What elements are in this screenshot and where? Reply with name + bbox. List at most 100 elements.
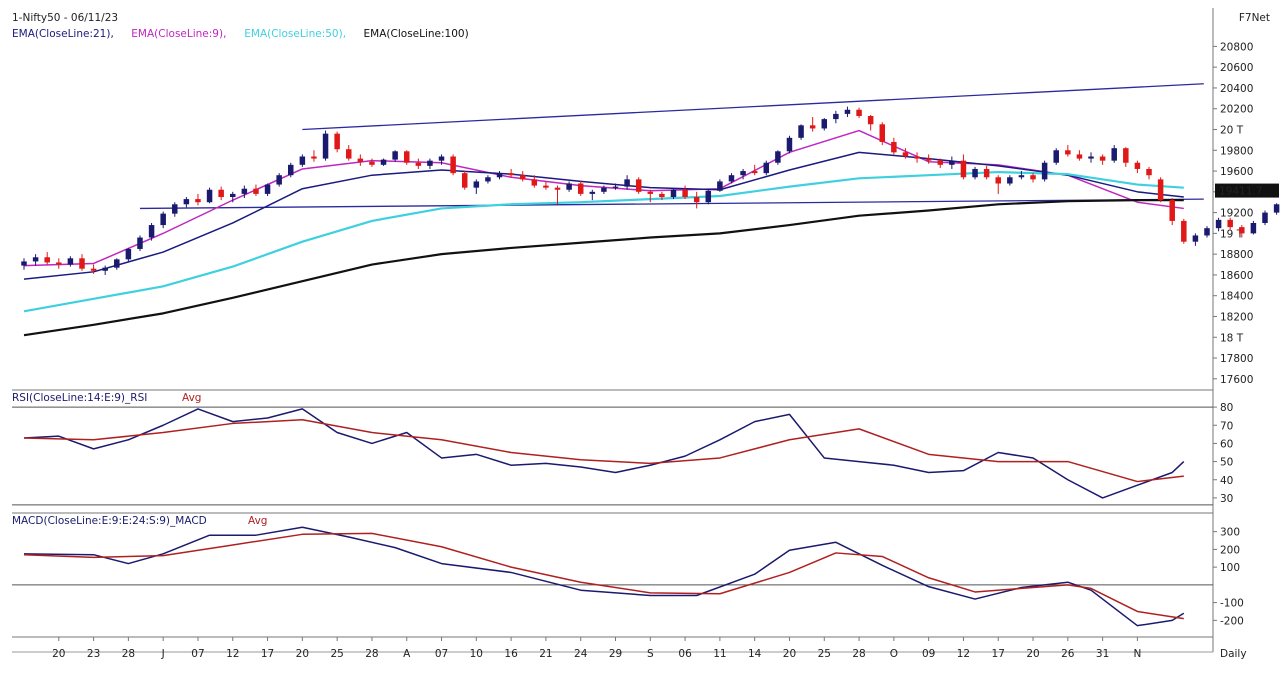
candle	[612, 183, 619, 190]
candle	[1041, 160, 1048, 182]
candle-body	[554, 187, 561, 190]
candle	[682, 185, 688, 200]
candle	[1076, 150, 1083, 161]
candle-body	[276, 175, 282, 185]
candle	[798, 124, 804, 140]
candle-body	[566, 183, 572, 190]
x-tick-label: 09	[922, 648, 935, 660]
candle	[44, 252, 50, 265]
candle-body	[902, 152, 909, 157]
candle	[311, 150, 317, 162]
rsi-y-tick-label: 80	[1220, 402, 1233, 414]
candle	[1111, 145, 1117, 163]
candle	[125, 247, 132, 262]
x-tick-label: 07	[435, 648, 448, 660]
x-tick-label: 20	[52, 648, 65, 660]
price-y-tick-label: 17800	[1220, 353, 1253, 365]
candle	[1065, 145, 1071, 157]
candle-body	[1134, 162, 1141, 169]
x-tick-label: 11	[713, 648, 726, 660]
candle	[1227, 217, 1233, 230]
candle	[763, 160, 770, 176]
candle	[380, 158, 387, 166]
rsi-y-tick-label: 60	[1220, 438, 1233, 450]
price-y-tick-label: 19 T	[1220, 228, 1244, 240]
rsi-line	[23, 408, 1185, 499]
candle-body	[1053, 150, 1059, 163]
candle-body	[90, 268, 97, 271]
candle	[369, 158, 375, 167]
candle	[137, 235, 143, 252]
candle	[728, 173, 735, 184]
candle	[79, 254, 85, 271]
candle	[1134, 160, 1141, 174]
candle-body	[473, 181, 480, 188]
candle	[90, 264, 97, 274]
candle-body	[79, 258, 85, 269]
candle-body	[1169, 200, 1175, 221]
candle	[1030, 173, 1036, 183]
price-y-tick-label: 18800	[1220, 249, 1253, 261]
brand-label: F7Net	[1239, 12, 1270, 24]
x-tick-label: J	[161, 648, 165, 660]
macd-title-main: MACD(CloseLine:E:9:E:24:S:9)_MACD	[12, 515, 207, 527]
candle-body	[647, 191, 654, 194]
candle-body	[925, 158, 932, 161]
candle-body	[311, 156, 317, 159]
candle	[972, 166, 978, 180]
candle-body	[345, 149, 352, 159]
candle	[891, 137, 897, 155]
candle	[403, 150, 410, 165]
candle	[195, 193, 201, 206]
candle	[995, 175, 1001, 194]
candle-body	[44, 257, 50, 263]
candle-body	[1076, 154, 1083, 159]
candle-body	[299, 156, 306, 165]
candle-body	[1215, 219, 1222, 229]
candle-body	[856, 109, 862, 116]
last-price-tag: 19411.7	[1215, 183, 1279, 198]
candle	[334, 131, 340, 153]
x-tick-label: 20	[783, 648, 796, 660]
x-tick-label: 20	[296, 648, 309, 660]
candle-body	[218, 189, 224, 198]
x-tick-label: 28	[365, 648, 378, 660]
price-y-tick-label: 19200	[1220, 208, 1253, 220]
macd-title-avg: Avg	[248, 515, 267, 527]
candle	[496, 171, 503, 180]
candle	[114, 258, 120, 270]
candle-body	[450, 156, 456, 174]
candle	[902, 148, 909, 159]
x-tick-label: 28	[122, 648, 135, 660]
candle	[1169, 198, 1175, 226]
candle	[461, 171, 468, 190]
x-tick-label: 31	[1096, 648, 1109, 660]
candle	[218, 186, 224, 201]
candle	[670, 188, 677, 200]
rsi-y-tick-label: 70	[1220, 420, 1233, 432]
candle-body	[21, 261, 27, 266]
rsi-y-tick-label: 30	[1220, 493, 1233, 505]
candle	[1157, 177, 1164, 203]
candle-body	[1146, 168, 1152, 176]
candle-body	[1262, 212, 1268, 223]
candle-body	[1088, 156, 1094, 159]
candle	[717, 179, 723, 192]
candle	[357, 154, 364, 166]
candle-body	[392, 151, 398, 160]
candle	[253, 184, 259, 196]
candle-body	[612, 186, 619, 188]
candle-body	[543, 185, 549, 188]
candle	[56, 258, 62, 269]
price-y-tick-label: 20200	[1220, 104, 1253, 116]
x-tick-label: 29	[609, 648, 622, 660]
candle-body	[833, 113, 839, 120]
candle	[427, 158, 433, 169]
candle-body	[983, 168, 990, 178]
candle	[844, 106, 851, 118]
candle-body	[32, 257, 39, 262]
candle	[102, 265, 108, 275]
price-y-tick-label: 18200	[1220, 311, 1253, 323]
